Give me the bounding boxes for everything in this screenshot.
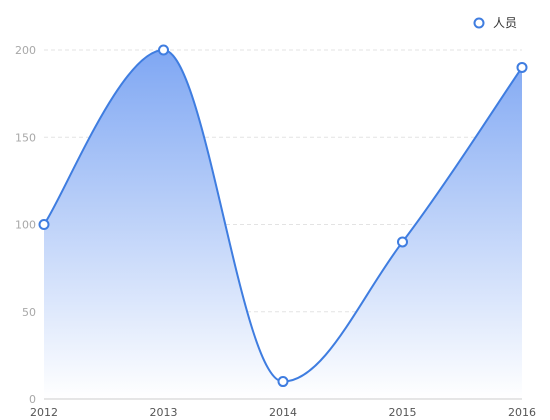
x-tick-label: 2015 (389, 406, 417, 419)
data-point[interactable] (158, 44, 169, 56)
y-tick-label: 0 (29, 393, 36, 406)
axes: 0 50 100 150 200 2012 2013 2014 2015 2016 (15, 44, 536, 419)
legend-marker-icon (473, 17, 485, 29)
x-tick-label: 2013 (150, 406, 178, 419)
data-point[interactable] (38, 219, 50, 230)
legend[interactable]: 人员 (473, 16, 518, 30)
area-fill (44, 50, 522, 399)
data-point[interactable] (397, 236, 408, 248)
y-tick-label: 50 (22, 306, 36, 319)
x-tick-label: 2012 (30, 406, 58, 419)
data-point[interactable] (516, 61, 528, 73)
data-point[interactable] (277, 376, 289, 388)
series-area (44, 50, 522, 399)
y-tick-label: 150 (15, 131, 36, 144)
x-tick-label: 2016 (508, 406, 536, 419)
series-line (43, 48, 523, 383)
legend-label: 人员 (493, 16, 517, 30)
x-tick-label: 2014 (269, 406, 297, 419)
series-line-path (43, 48, 523, 383)
y-tick-label: 100 (15, 219, 36, 232)
y-tick-label: 200 (15, 44, 36, 57)
data-points (38, 44, 528, 388)
